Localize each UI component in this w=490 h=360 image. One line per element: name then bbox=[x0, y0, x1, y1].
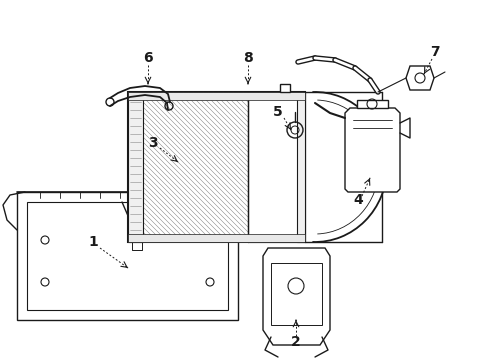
Polygon shape bbox=[357, 100, 388, 108]
Text: 5: 5 bbox=[273, 105, 283, 119]
Text: 8: 8 bbox=[243, 51, 253, 65]
Polygon shape bbox=[297, 92, 305, 242]
Text: 1: 1 bbox=[88, 235, 98, 249]
Text: 3: 3 bbox=[148, 136, 158, 150]
Polygon shape bbox=[345, 108, 400, 192]
Polygon shape bbox=[128, 92, 305, 242]
Polygon shape bbox=[248, 92, 305, 242]
Polygon shape bbox=[406, 66, 434, 90]
Polygon shape bbox=[280, 84, 290, 92]
Text: 6: 6 bbox=[143, 51, 153, 65]
Text: 4: 4 bbox=[353, 193, 363, 207]
Polygon shape bbox=[128, 92, 143, 242]
Text: 7: 7 bbox=[430, 45, 440, 59]
Polygon shape bbox=[128, 234, 305, 242]
Polygon shape bbox=[128, 92, 305, 100]
Text: 2: 2 bbox=[291, 335, 301, 349]
